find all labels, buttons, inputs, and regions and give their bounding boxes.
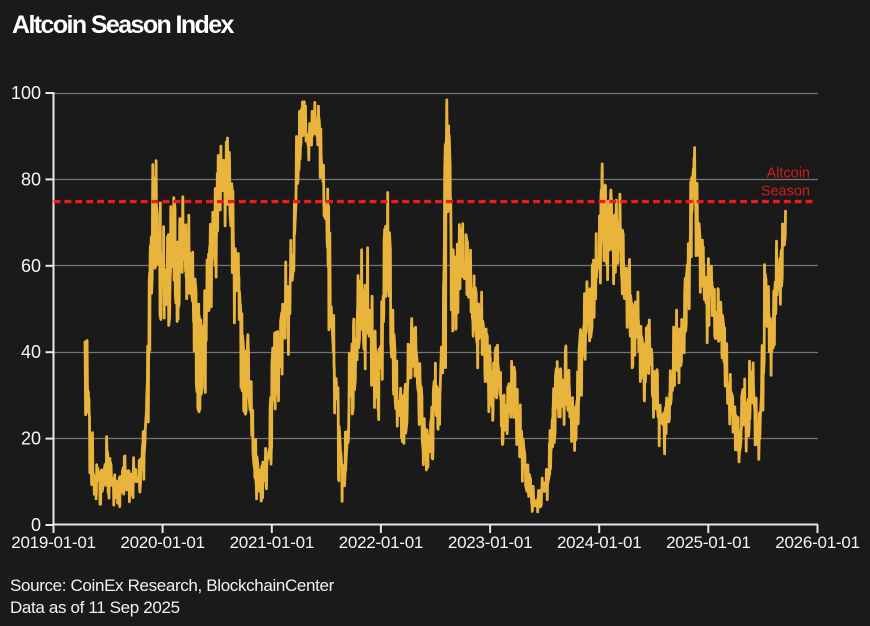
svg-text:100: 100	[11, 83, 41, 103]
svg-text:2020-01-01: 2020-01-01	[120, 533, 204, 552]
svg-text:40: 40	[21, 342, 41, 362]
svg-text:2021-01-01: 2021-01-01	[230, 533, 314, 552]
svg-text:Altcoin: Altcoin	[766, 166, 810, 182]
svg-text:Season: Season	[761, 184, 810, 200]
svg-text:0: 0	[31, 515, 41, 535]
svg-text:2023-01-01: 2023-01-01	[448, 533, 532, 552]
svg-text:2025-01-01: 2025-01-01	[666, 533, 750, 552]
svg-text:80: 80	[21, 169, 41, 189]
svg-text:2026-01-01: 2026-01-01	[775, 533, 859, 552]
svg-text:2022-01-01: 2022-01-01	[339, 533, 423, 552]
svg-text:2019-01-01: 2019-01-01	[11, 533, 95, 552]
svg-text:20: 20	[21, 429, 41, 449]
svg-text:60: 60	[21, 256, 41, 276]
svg-text:2024-01-01: 2024-01-01	[557, 533, 641, 552]
